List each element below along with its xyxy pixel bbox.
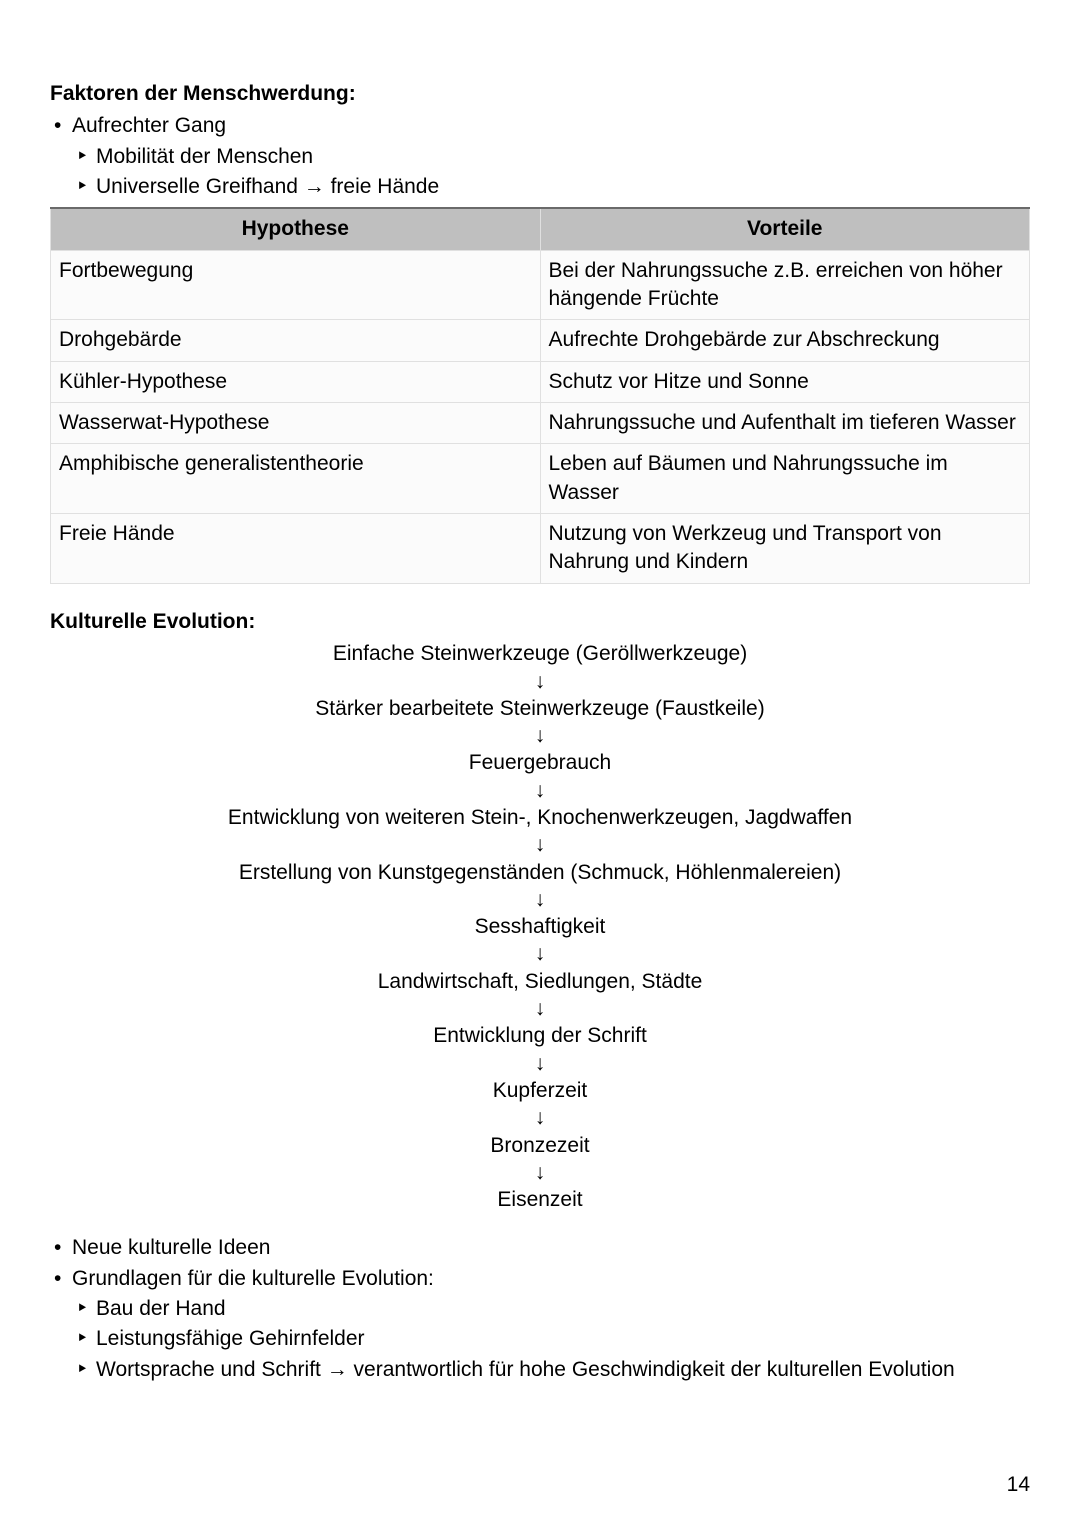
section3-list: Neue kulturelle Ideen Grundlagen für die… [50, 1234, 1030, 1384]
flow-step: Bronzezeit [50, 1132, 1030, 1160]
flow-step: Entwicklung von weiteren Stein-, Knochen… [50, 804, 1030, 832]
section1-list: Aufrechter Gang Mobilität der Menschen U… [50, 112, 1030, 201]
table-cell-hypothese: Freie Hände [51, 514, 541, 584]
down-arrow-icon: ↓ [50, 1160, 1030, 1186]
list-item: Wortsprache und Schrift → verantwortlich… [72, 1356, 1030, 1384]
flow-step: Entwicklung der Schrift [50, 1022, 1030, 1050]
table-cell-hypothese: Amphibische generalistentheorie [51, 444, 541, 514]
bullet-text: Leistungsfähige Gehirnfelder [96, 1327, 365, 1350]
flow-step: Eisenzeit [50, 1186, 1030, 1214]
list-item: Aufrechter Gang Mobilität der Menschen U… [50, 112, 1030, 201]
table-header-vorteile: Vorteile [540, 208, 1030, 250]
list-item: Mobilität der Menschen [72, 143, 1030, 171]
down-arrow-icon: ↓ [50, 996, 1030, 1022]
down-arrow-icon: ↓ [50, 723, 1030, 749]
bullet-text: Wortsprache und Schrift → verantwortlich… [96, 1358, 955, 1381]
table-cell-vorteile: Nahrungssuche und Aufenthalt im tieferen… [540, 403, 1030, 444]
down-arrow-icon: ↓ [50, 669, 1030, 695]
table-cell-vorteile: Schutz vor Hitze und Sonne [540, 361, 1030, 402]
page-number: 14 [1007, 1471, 1030, 1499]
table-cell-vorteile: Aufrechte Drohgebärde zur Abschreckung [540, 320, 1030, 361]
table-cell-hypothese: Drohgebärde [51, 320, 541, 361]
bullet-text: Neue kulturelle Ideen [72, 1236, 270, 1259]
flow-step: Einfache Steinwerkzeuge (Geröllwerkzeuge… [50, 640, 1030, 668]
table-row: FortbewegungBei der Nahrungssuche z.B. e… [51, 250, 1030, 320]
table-cell-hypothese: Fortbewegung [51, 250, 541, 320]
down-arrow-icon: ↓ [50, 941, 1030, 967]
list-item: Bau der Hand [72, 1295, 1030, 1323]
section3-sublist: Bau der Hand Leistungsfähige Gehirnfelde… [72, 1295, 1030, 1384]
table-cell-vorteile: Leben auf Bäumen und Nahrungssuche im Wa… [540, 444, 1030, 514]
flow-step: Feuergebrauch [50, 749, 1030, 777]
down-arrow-icon: ↓ [50, 832, 1030, 858]
section1-heading: Faktoren der Menschwerdung: [50, 80, 1030, 108]
bullet-text: Bau der Hand [96, 1297, 226, 1320]
flow-step: Kupferzeit [50, 1077, 1030, 1105]
bullet-text: Universelle Greifhand → freie Hände [96, 175, 439, 198]
list-item: Grundlagen für die kulturelle Evolution:… [50, 1265, 1030, 1384]
section1-sublist: Mobilität der Menschen Universelle Greif… [72, 143, 1030, 202]
flow-step: Stärker bearbeitete Steinwerkzeuge (Faus… [50, 695, 1030, 723]
down-arrow-icon: ↓ [50, 778, 1030, 804]
list-item: Neue kulturelle Ideen [50, 1234, 1030, 1262]
table-row: Freie HändeNutzung von Werkzeug und Tran… [51, 514, 1030, 584]
bullet-text: Aufrechter Gang [72, 114, 226, 137]
down-arrow-icon: ↓ [50, 1105, 1030, 1131]
table-row: Kühler-HypotheseSchutz vor Hitze und Son… [51, 361, 1030, 402]
table-row: DrohgebärdeAufrechte Drohgebärde zur Abs… [51, 320, 1030, 361]
table-cell-vorteile: Nutzung von Werkzeug und Transport von N… [540, 514, 1030, 584]
table-header-hypothese: Hypothese [51, 208, 541, 250]
table-cell-hypothese: Wasserwat-Hypothese [51, 403, 541, 444]
bullet-text: Mobilität der Menschen [96, 145, 313, 168]
flow-step: Erstellung von Kunstgegenständen (Schmuc… [50, 859, 1030, 887]
evolution-flowchart: Einfache Steinwerkzeuge (Geröllwerkzeuge… [50, 640, 1030, 1214]
section2-heading: Kulturelle Evolution: [50, 608, 1030, 636]
table-row: Wasserwat-HypotheseNahrungssuche und Auf… [51, 403, 1030, 444]
table-header-row: Hypothese Vorteile [51, 208, 1030, 250]
list-item: Leistungsfähige Gehirnfelder [72, 1325, 1030, 1353]
flow-step: Landwirtschaft, Siedlungen, Städte [50, 968, 1030, 996]
table-cell-hypothese: Kühler-Hypothese [51, 361, 541, 402]
bullet-text: Grundlagen für die kulturelle Evolution: [72, 1267, 434, 1290]
table-cell-vorteile: Bei der Nahrungssuche z.B. erreichen von… [540, 250, 1030, 320]
list-item: Universelle Greifhand → freie Hände [72, 173, 1030, 201]
down-arrow-icon: ↓ [50, 1051, 1030, 1077]
flow-step: Sesshaftigkeit [50, 913, 1030, 941]
table-row: Amphibische generalistentheorieLeben auf… [51, 444, 1030, 514]
down-arrow-icon: ↓ [50, 887, 1030, 913]
hypothesis-table: Hypothese Vorteile FortbewegungBei der N… [50, 207, 1030, 583]
